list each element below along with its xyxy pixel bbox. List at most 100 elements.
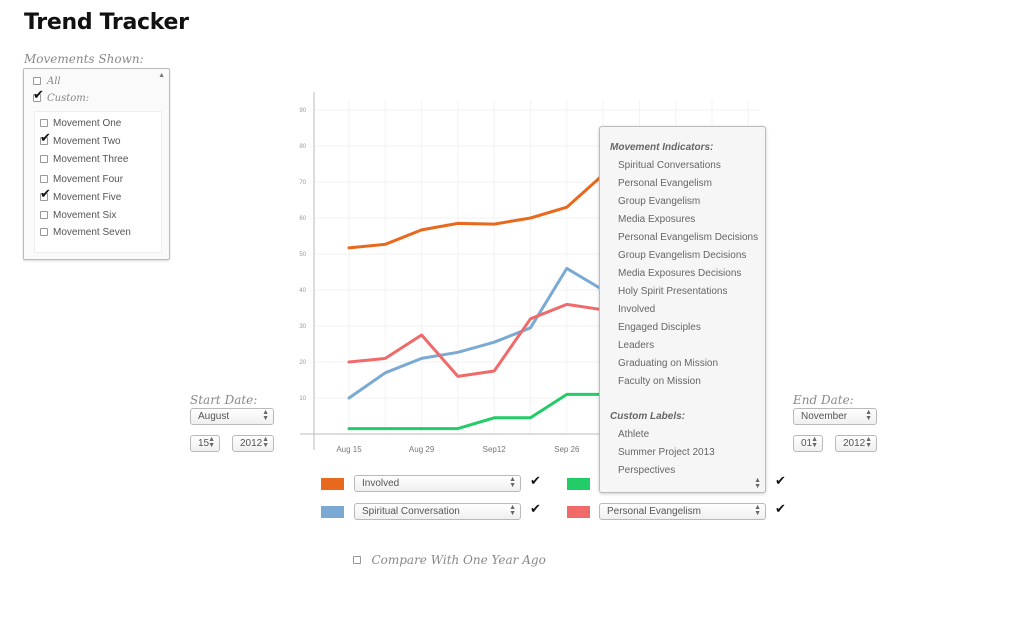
- page-title: Trend Tracker: [24, 10, 189, 35]
- movement-list: [34, 111, 162, 253]
- checkbox-icon[interactable]: [40, 175, 48, 184]
- dropdown-option[interactable]: Athlete: [618, 429, 650, 440]
- movement-all-label: All: [47, 76, 61, 87]
- dropdown-group-label: Custom Labels:: [610, 411, 686, 422]
- start-month-value: August: [198, 411, 230, 422]
- start-date-label: Start Date:: [190, 393, 258, 407]
- movement-option[interactable]: Movement Three: [40, 154, 128, 165]
- series-line: [347, 173, 605, 250]
- movement-option[interactable]: Movement Seven: [40, 227, 131, 238]
- series-indicator-value-4: Personal Evangelism: [607, 506, 701, 517]
- series-color-swatch: [321, 506, 344, 518]
- select-arrows-icon: ▲ ▼: [208, 436, 215, 449]
- movement-option-label: Movement Five: [53, 192, 122, 203]
- y-tick-label: 50: [299, 252, 306, 258]
- checkmark-icon[interactable]: ✔: [775, 474, 786, 489]
- dropdown-option[interactable]: Summer Project 2013: [618, 447, 715, 458]
- series-line: [347, 302, 605, 378]
- dropdown-option[interactable]: Group Evangelism: [618, 196, 701, 207]
- end-year-value: 2012: [843, 438, 866, 449]
- checkbox-icon[interactable]: [33, 77, 41, 86]
- dropdown-option[interactable]: Graduating on Mission: [618, 358, 719, 369]
- dropdown-option[interactable]: Media Exposures: [618, 214, 696, 225]
- movement-option[interactable]: Movement Four: [40, 174, 123, 185]
- start-day-value: 15: [198, 438, 210, 449]
- movement-option[interactable]: Movement Two: [40, 131, 121, 147]
- checkbox-icon[interactable]: [40, 131, 51, 146]
- dropdown-option[interactable]: Group Evangelism Decisions: [618, 250, 747, 261]
- series-indicator-select-3[interactable]: Spiritual Conversation ▲ ▼: [354, 503, 521, 520]
- start-year-select[interactable]: 2012 ▲ ▼: [232, 435, 274, 452]
- movement-all-option[interactable]: All: [33, 76, 61, 87]
- scroll-up-icon[interactable]: ▲: [158, 72, 165, 79]
- end-month-select[interactable]: November ▲ ▼: [793, 408, 877, 425]
- start-year-value: 2012: [240, 438, 263, 449]
- y-tick-label: 40: [299, 288, 306, 294]
- movement-option[interactable]: Movement One: [40, 118, 121, 129]
- checkmark-icon[interactable]: ✔: [775, 502, 786, 517]
- dropdown-option[interactable]: Personal Evangelism: [618, 178, 712, 189]
- end-day-select[interactable]: 01 ▲ ▼: [793, 435, 823, 452]
- dropdown-option[interactable]: Spiritual Conversations: [618, 160, 721, 171]
- compare-option[interactable]: Compare With One Year Ago: [353, 551, 546, 569]
- movements-panel[interactable]: ▲ All Custom: Movement One Movement Two Mo…: [23, 68, 170, 260]
- end-year-select[interactable]: 2012 ▲ ▼: [835, 435, 877, 452]
- y-tick-label: 10: [299, 396, 306, 402]
- x-tick-label: Sep12: [483, 445, 507, 454]
- dropdown-option[interactable]: Personal Evangelism Decisions: [618, 232, 759, 243]
- y-tick-label: 60: [299, 216, 306, 222]
- x-tick-label: Aug 29: [409, 445, 435, 454]
- dropdown-option[interactable]: Holy Spirit Presentations: [618, 286, 728, 297]
- series-color-swatch: [321, 478, 344, 490]
- checkmark-icon[interactable]: ✔: [530, 474, 541, 489]
- movement-option-label: Movement Three: [53, 154, 129, 165]
- series-indicator-value-1: Involved: [362, 478, 400, 489]
- select-arrows-icon: ▲ ▼: [865, 436, 872, 449]
- movement-option-label: Movement One: [53, 118, 122, 129]
- series-indicator-select-4[interactable]: Personal Evangelism ▲ ▼: [599, 503, 766, 520]
- movement-custom-option[interactable]: Custom:: [33, 88, 90, 104]
- y-tick-label: 20: [299, 360, 306, 366]
- movement-option[interactable]: Movement Six: [40, 210, 116, 221]
- checkbox-icon[interactable]: [40, 228, 48, 237]
- movement-custom-label: Custom:: [47, 93, 90, 104]
- x-tick-label: Aug 15: [336, 445, 362, 454]
- y-tick-label: 30: [299, 324, 306, 330]
- select-arrows-icon: ▲ ▼: [509, 476, 516, 489]
- checkbox-icon[interactable]: [40, 211, 48, 220]
- movement-option[interactable]: Movement Five: [40, 187, 122, 203]
- checkbox-icon[interactable]: [40, 119, 48, 128]
- dropdown-option[interactable]: Involved: [618, 304, 656, 315]
- series-line: [347, 392, 605, 431]
- start-day-select[interactable]: 15 ▲ ▼: [190, 435, 220, 452]
- start-month-select[interactable]: August ▲ ▼: [190, 408, 274, 425]
- dropdown-group-label: Movement Indicators:: [610, 142, 714, 153]
- checkbox-icon[interactable]: [40, 155, 48, 164]
- select-arrows-icon: ▲ ▼: [262, 409, 269, 422]
- dropdown-option[interactable]: Perspectives: [618, 465, 676, 476]
- dropdown-option[interactable]: Media Exposures Decisions: [618, 268, 742, 279]
- indicator-dropdown-list[interactable]: Movement Indicators: Spiritual Conversati…: [599, 126, 766, 493]
- dropdown-option[interactable]: Engaged Disciples: [618, 322, 701, 333]
- end-date-label: End Date:: [793, 393, 854, 407]
- select-arrows-icon: ▲ ▼: [262, 436, 269, 449]
- dropdown-option[interactable]: Leaders: [618, 340, 655, 351]
- checkmark-icon[interactable]: ✔: [530, 502, 541, 517]
- checkbox-icon[interactable]: [33, 88, 44, 103]
- select-arrows-icon: ▲ ▼: [811, 436, 818, 449]
- movement-option-label: Movement Seven: [53, 227, 131, 238]
- y-tick-label: 80: [299, 144, 306, 150]
- movements-label: Movements Shown:: [24, 52, 144, 66]
- series-color-swatch: [567, 506, 590, 518]
- movement-option-label: Movement Two: [53, 136, 121, 147]
- trend-chart: 10 20 30 40 50 60 70 80 90 Aug 15 Aug 29 Sep12 Sep 2…: [299, 92, 765, 454]
- series-indicator-select-1[interactable]: Involved ▲ ▼: [354, 475, 521, 492]
- x-tick-label: Sep 26: [554, 445, 580, 454]
- checkbox-icon[interactable]: [353, 555, 361, 564]
- checkbox-icon[interactable]: [40, 187, 51, 202]
- dropdown-option[interactable]: Faculty on Mission: [618, 376, 701, 387]
- compare-label: Compare With One Year Ago: [371, 553, 546, 567]
- y-tick-label: 70: [299, 180, 306, 186]
- select-arrows-icon: ▲ ▼: [865, 409, 872, 422]
- series-line: [347, 266, 605, 400]
